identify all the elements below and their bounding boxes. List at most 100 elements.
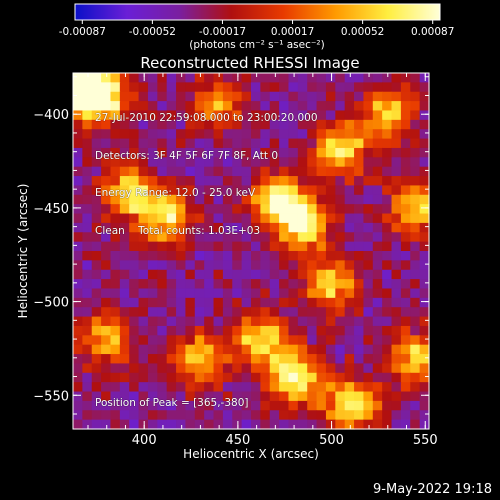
heatmap-cell xyxy=(325,251,336,261)
heatmap-cell xyxy=(297,157,308,168)
heatmap-cell xyxy=(400,325,411,336)
heatmap-cell xyxy=(157,391,168,402)
heatmap-cell xyxy=(213,279,224,290)
heatmap-cell xyxy=(91,354,102,365)
heatmap-cell xyxy=(185,129,196,140)
heatmap-cell xyxy=(260,82,271,93)
heatmap-cell xyxy=(241,382,252,393)
heatmap-cell xyxy=(138,297,149,308)
heatmap-cell xyxy=(110,129,121,140)
heatmap-cell xyxy=(222,232,233,243)
heatmap-cell xyxy=(101,101,112,112)
heatmap-cell xyxy=(344,222,355,233)
heatmap-cell xyxy=(288,82,299,93)
heatmap-cell xyxy=(241,82,252,93)
heatmap-cell xyxy=(222,110,233,121)
heatmap-cell xyxy=(138,222,149,233)
heatmap-cell xyxy=(119,335,130,346)
heatmap-cell xyxy=(166,307,177,318)
heatmap-cell xyxy=(344,129,355,140)
heatmap-cell xyxy=(241,316,252,327)
heatmap-cell xyxy=(222,138,233,149)
heatmap-cell xyxy=(391,73,402,83)
heatmap-cell xyxy=(335,185,346,196)
heatmap-cell xyxy=(269,335,280,346)
heatmap-cell xyxy=(110,176,121,187)
annotation-time: 27-Jul-2010 22:59:08.000 to 23:00:20.000 xyxy=(95,112,318,124)
heatmap-cell xyxy=(307,73,318,83)
heatmap-cell xyxy=(138,372,149,383)
heatmap-cell xyxy=(372,222,383,233)
heatmap-cell xyxy=(129,391,140,402)
heatmap-cell xyxy=(410,166,421,177)
heatmap-cell xyxy=(410,222,421,233)
heatmap-cell xyxy=(157,335,168,346)
heatmap-cell xyxy=(185,241,196,252)
heatmap-cell xyxy=(232,400,243,411)
heatmap-cell xyxy=(363,213,374,224)
heatmap-cell xyxy=(307,157,318,168)
heatmap-cell xyxy=(279,119,290,130)
heatmap-cell xyxy=(73,138,83,149)
heatmap-cell xyxy=(391,251,402,261)
heatmap-cell xyxy=(363,288,374,299)
heatmap-cell xyxy=(73,354,83,365)
heatmap-cell xyxy=(82,185,93,196)
heatmap-cell xyxy=(91,269,102,280)
heatmap-cell xyxy=(382,119,393,130)
heatmap-cell xyxy=(129,185,140,196)
heatmap-cell xyxy=(344,147,355,158)
heatmap-cell xyxy=(316,372,327,383)
heatmap-cell xyxy=(279,372,290,383)
heatmap-cell xyxy=(194,91,205,102)
heatmap-cell xyxy=(101,344,112,355)
heatmap-cell xyxy=(119,316,130,327)
heatmap-cell xyxy=(307,363,318,374)
heatmap-cell xyxy=(222,316,233,327)
heatmap-cell xyxy=(344,288,355,299)
heatmap-cell xyxy=(194,400,205,411)
heatmap-cell xyxy=(316,382,327,393)
heatmap-cell xyxy=(157,410,168,421)
heatmap-cell xyxy=(185,185,196,196)
heatmap-cell xyxy=(129,176,140,187)
heatmap-cell xyxy=(222,176,233,187)
x-tick-label: 450 xyxy=(225,433,250,448)
heatmap-cell xyxy=(110,110,121,121)
heatmap-cell xyxy=(382,260,393,271)
heatmap-cell xyxy=(204,288,215,299)
heatmap-cell xyxy=(91,297,102,308)
heatmap-cell xyxy=(91,307,102,318)
heatmap-cell xyxy=(232,279,243,290)
heatmap-cell xyxy=(260,251,271,261)
heatmap-cell xyxy=(232,335,243,346)
heatmap-cell xyxy=(354,204,365,215)
heatmap-cell xyxy=(354,73,365,83)
heatmap-cell xyxy=(297,232,308,243)
heatmap-cell xyxy=(354,251,365,261)
heatmap-cell xyxy=(91,279,102,290)
heatmap-cell xyxy=(344,101,355,112)
heatmap-cell xyxy=(325,307,336,318)
heatmap-cell xyxy=(269,157,280,168)
heatmap-cell xyxy=(185,391,196,402)
heatmap-cell xyxy=(101,335,112,346)
heatmap-cell xyxy=(147,354,158,365)
heatmap-cell xyxy=(288,410,299,421)
heatmap-cell xyxy=(307,372,318,383)
heatmap-cell xyxy=(391,400,402,411)
heatmap-cell xyxy=(344,91,355,102)
heatmap-cell xyxy=(204,138,215,149)
heatmap-cell xyxy=(194,279,205,290)
heatmap-cell xyxy=(279,260,290,271)
heatmap-cell xyxy=(204,82,215,93)
heatmap-cell xyxy=(260,213,271,224)
heatmap-cell xyxy=(325,82,336,93)
heatmap-cell xyxy=(363,129,374,140)
heatmap-cell xyxy=(400,260,411,271)
heatmap-cell xyxy=(382,391,393,402)
heatmap-cell xyxy=(241,110,252,121)
heatmap-cell xyxy=(194,410,205,421)
heatmap-cell xyxy=(101,138,112,149)
heatmap-cell xyxy=(157,166,168,177)
